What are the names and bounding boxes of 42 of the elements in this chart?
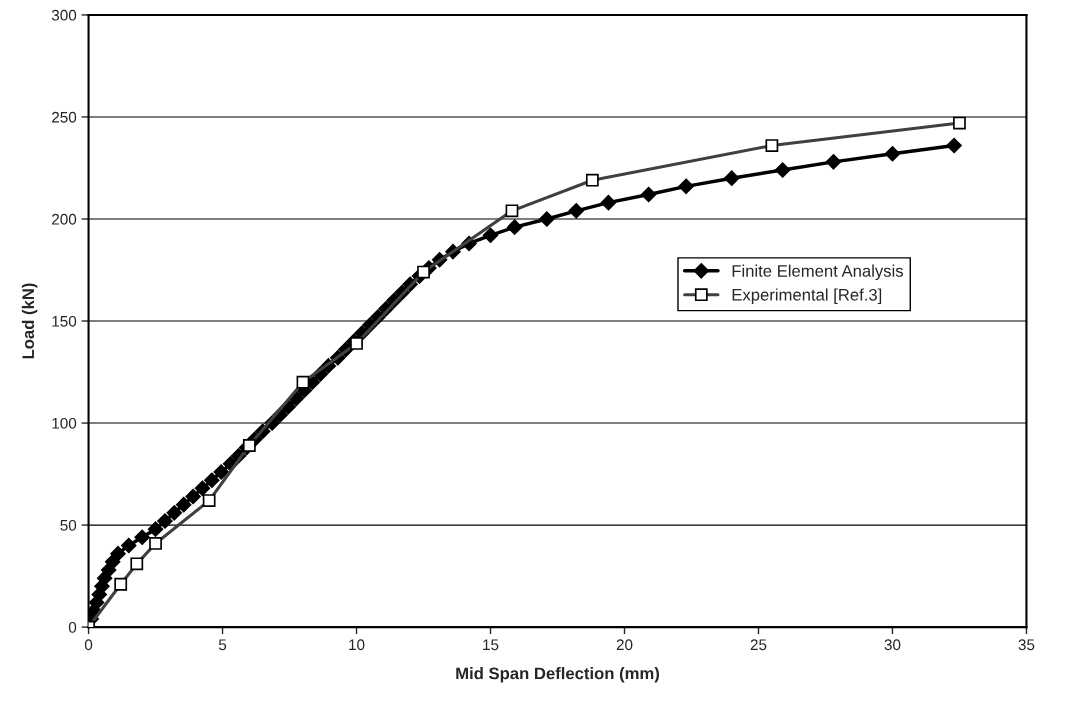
point xyxy=(884,145,901,162)
point xyxy=(175,496,192,513)
x-tick-label: 15 xyxy=(483,639,499,651)
x-tick-label: 25 xyxy=(750,639,767,651)
point xyxy=(134,529,150,546)
x-tick-label: 10 xyxy=(349,639,365,651)
x-tick-label: 5 xyxy=(218,639,227,651)
y-tick-label: 150 xyxy=(52,315,77,327)
point xyxy=(482,227,499,244)
point xyxy=(110,545,126,562)
y-axis-title: Load (kN) xyxy=(21,283,38,359)
point xyxy=(640,186,657,203)
point xyxy=(204,472,220,488)
legend-label: Finite Element Analysis xyxy=(732,264,903,281)
x-tick-label: 0 xyxy=(84,639,93,651)
point xyxy=(539,211,555,227)
legend-label: Experimental [Ref.3] xyxy=(732,288,882,304)
point xyxy=(946,137,962,154)
y-tick-label: 200 xyxy=(52,213,77,225)
y-tick-label: 300 xyxy=(51,9,77,21)
point xyxy=(568,203,584,219)
point xyxy=(166,505,183,521)
point xyxy=(121,537,137,554)
point xyxy=(600,194,617,211)
y-tick-label: 50 xyxy=(60,519,77,531)
point xyxy=(506,219,523,235)
x-axis-title: Mid Span Deflection (mm) xyxy=(456,667,659,683)
y-tick-label: 0 xyxy=(68,621,77,633)
y-tick-label: 100 xyxy=(52,417,77,429)
point xyxy=(147,521,164,537)
point xyxy=(185,488,201,505)
point xyxy=(825,154,842,170)
point xyxy=(213,464,229,480)
point xyxy=(194,480,211,497)
point xyxy=(157,513,173,529)
y-tick-label: 250 xyxy=(52,111,77,123)
point xyxy=(723,170,740,186)
x-tick-label: 30 xyxy=(884,639,901,651)
point xyxy=(678,178,694,195)
x-tick-label: 20 xyxy=(616,639,633,651)
x-tick-label: 35 xyxy=(1018,639,1035,651)
point xyxy=(774,162,791,178)
